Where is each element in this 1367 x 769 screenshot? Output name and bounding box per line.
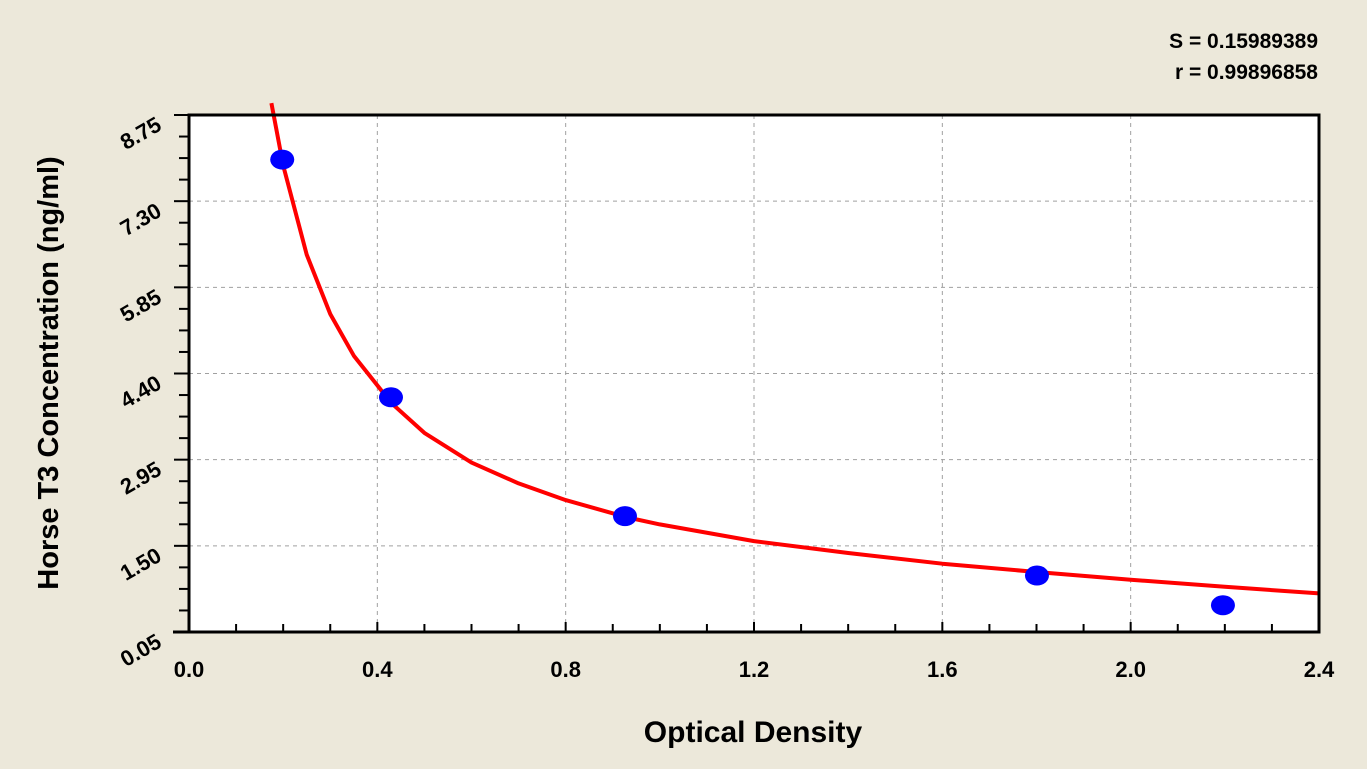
r-statistic: r = 0.99896858: [1174, 61, 1318, 84]
x-axis-ticks: 0.0 0.4 0.8 1.2 1.6 2.0 2.4: [174, 622, 1335, 682]
x-tick-label: 1.6: [927, 657, 958, 682]
data-point: [270, 149, 295, 170]
x-tick-label: 0.8: [550, 657, 581, 682]
y-tick-label: 0.05: [116, 629, 166, 672]
y-tick-label: 2.95: [116, 456, 166, 499]
x-tick-label: 1.2: [739, 657, 770, 682]
x-tick-label: 0.0: [174, 657, 205, 682]
data-point: [1210, 595, 1235, 616]
data-points: [270, 149, 1235, 616]
s-statistic: S = 0.15989389: [1169, 30, 1318, 53]
data-point: [1024, 565, 1049, 586]
y-axis-label: Horse T3 Concentration (ng/ml): [33, 156, 65, 589]
x-tick-label: 0.4: [362, 657, 393, 682]
y-tick-label: 8.75: [116, 112, 166, 155]
x-tick-label: 2.4: [1304, 657, 1335, 682]
x-axis-label: Optical Density: [644, 716, 863, 749]
gridlines: [189, 115, 1319, 632]
y-tick-label: 4.40: [116, 370, 166, 413]
y-axis-ticks: 0.05 1.50 2.95 4.40 5.85 7.30 8.75: [116, 112, 189, 672]
y-tick-label: 1.50: [116, 543, 166, 586]
data-point: [612, 506, 637, 527]
y-tick-label: 7.30: [116, 198, 166, 241]
data-point: [378, 387, 403, 408]
y-tick-label: 5.85: [116, 284, 166, 327]
x-tick-label: 2.0: [1115, 657, 1146, 682]
